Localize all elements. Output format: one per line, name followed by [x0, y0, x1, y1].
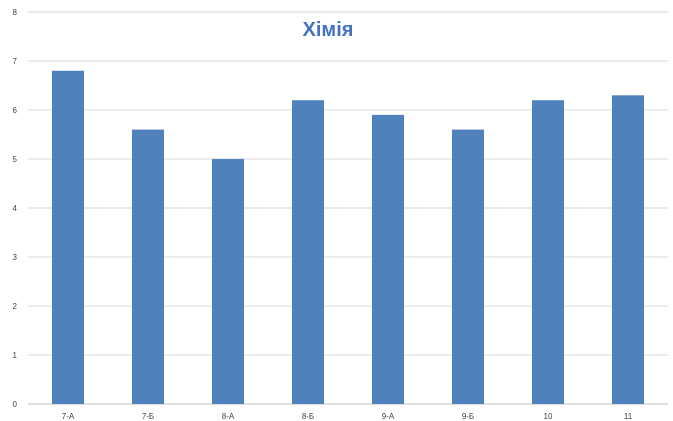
- bar: [372, 114, 404, 405]
- y-tick-label: 2: [13, 302, 18, 311]
- x-tick-label: 9-Б: [462, 412, 474, 421]
- x-tick-label: 7-А: [62, 412, 75, 421]
- y-tick-label: 1: [13, 351, 18, 360]
- y-tick-label: 3: [13, 253, 18, 262]
- y-tick-label: 4: [13, 204, 18, 213]
- y-tick-label: 7: [13, 57, 18, 66]
- x-tick-label: 8-А: [222, 412, 235, 421]
- bar: [532, 100, 564, 404]
- bar: [292, 100, 324, 404]
- bars: [52, 70, 644, 405]
- y-tick-label: 0: [13, 400, 18, 409]
- x-tick-label: 10: [544, 412, 553, 421]
- title-background: [298, 14, 396, 60]
- y-tick-label: 8: [13, 8, 18, 17]
- y-tick-label: 5: [13, 155, 18, 164]
- y-axis-tick-labels: 0 1 2 3 4 5 6 7 8: [13, 8, 18, 409]
- bar: [132, 129, 164, 404]
- y-tick-label: 6: [13, 106, 18, 115]
- x-tick-label: 8-Б: [302, 412, 314, 421]
- bar: [212, 159, 244, 404]
- x-axis-tick-labels: 7-А 7-Б 8-А 8-Б 9-А 9-Б 10 11: [62, 412, 633, 421]
- bar: [612, 95, 644, 405]
- x-tick-label: 7-Б: [142, 412, 154, 421]
- x-tick-label: 11: [624, 412, 633, 421]
- gridlines: [28, 11, 668, 405]
- chart-title: Хімія: [303, 19, 354, 41]
- bar: [52, 70, 84, 405]
- x-tick-label: 9-А: [382, 412, 395, 421]
- bar: [452, 129, 484, 404]
